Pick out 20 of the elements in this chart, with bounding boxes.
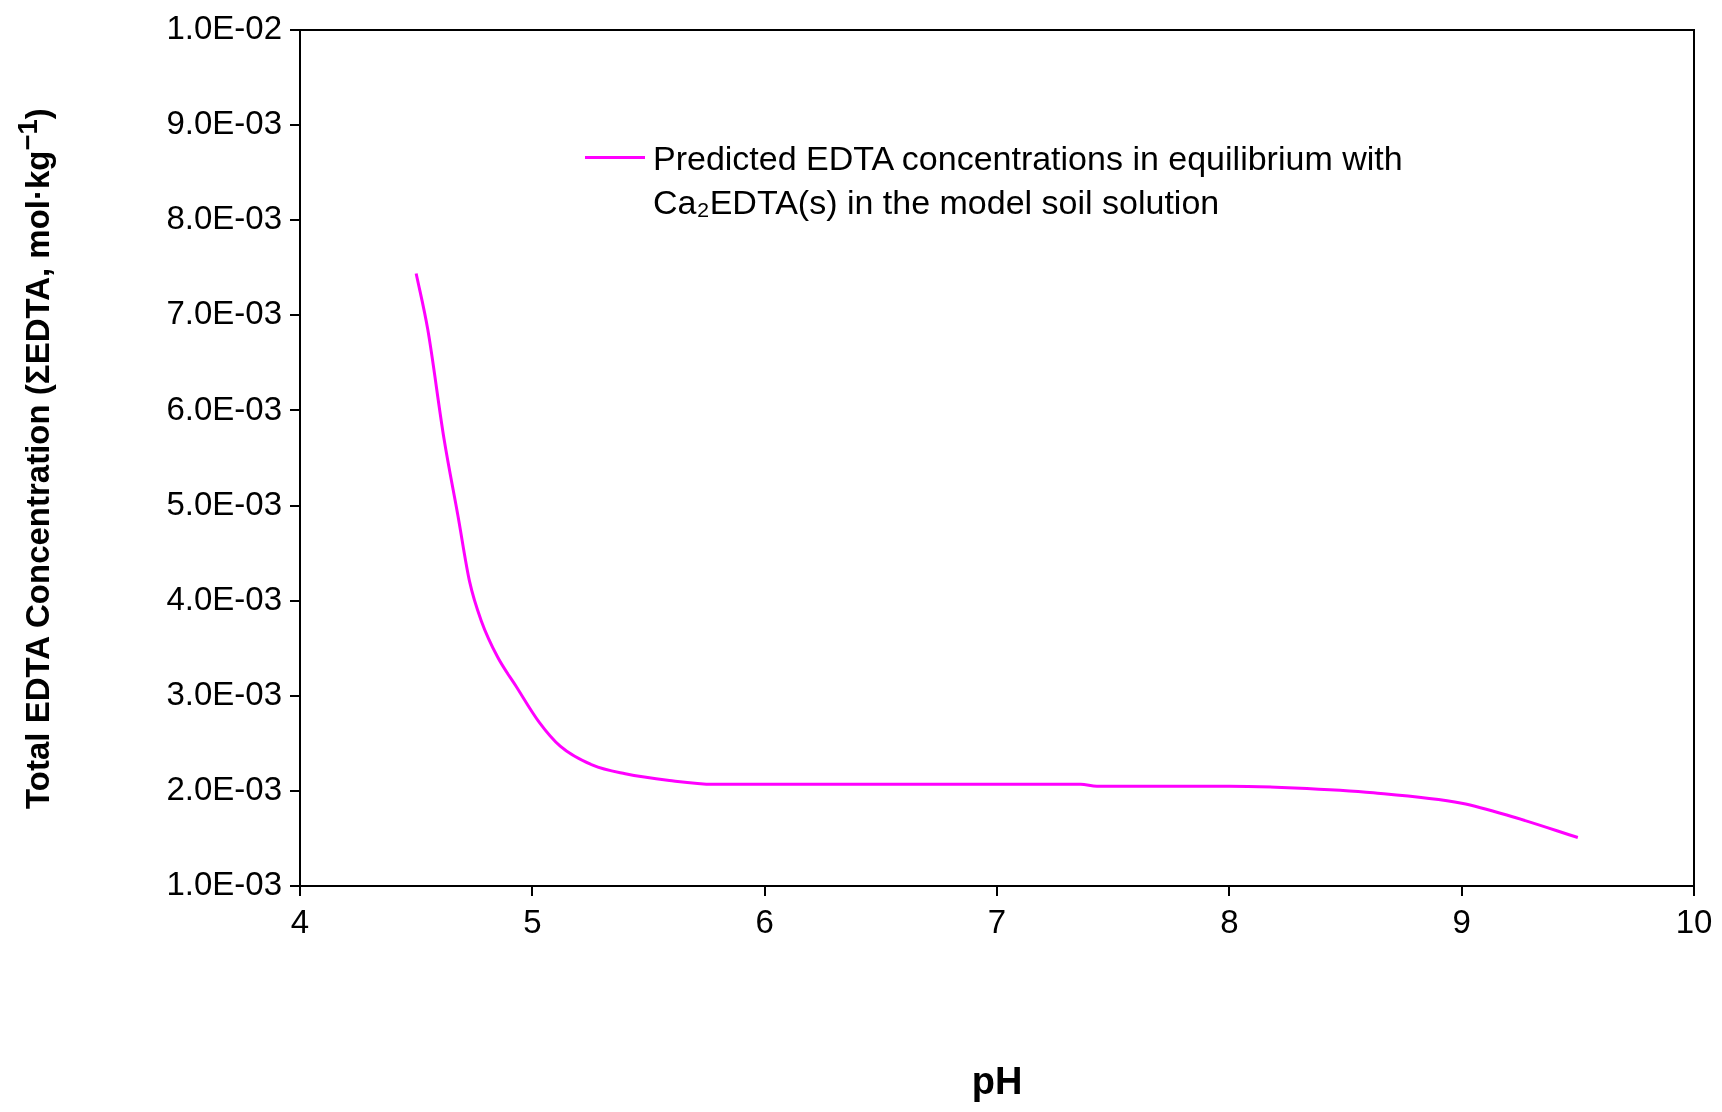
x-tick-label: 9 bbox=[1452, 902, 1471, 940]
x-tick-label: 6 bbox=[755, 902, 774, 940]
y-tick-label: 6.0E-03 bbox=[166, 389, 282, 427]
y-tick-label: 9.0E-03 bbox=[166, 104, 282, 142]
x-tick-label: 10 bbox=[1675, 902, 1713, 940]
y-tick-label: 2.0E-03 bbox=[166, 769, 282, 807]
y-tick-label: 7.0E-03 bbox=[166, 294, 282, 332]
line-series bbox=[414, 271, 1580, 839]
x-tick-label: 5 bbox=[523, 902, 542, 940]
y-tick-label: 3.0E-03 bbox=[166, 674, 282, 712]
x-tick-label: 4 bbox=[290, 902, 310, 940]
y-tick-label: 1.0E-03 bbox=[166, 865, 282, 903]
x-axis-title: pH bbox=[970, 1060, 1024, 1103]
y-tick-label: 4.0E-03 bbox=[166, 579, 282, 617]
y-tick-label: 5.0E-03 bbox=[166, 484, 282, 522]
y-tick-label: 1.0E-02 bbox=[166, 9, 282, 47]
x-tick-label: 7 bbox=[987, 902, 1007, 940]
x-tick-label: 8 bbox=[1220, 902, 1239, 940]
legend-label: Predicted EDTA concentrations in equilibrium with Ca₂EDTA(s) in the model soil solution bbox=[653, 138, 1404, 223]
y-tick-label: 8.0E-03 bbox=[166, 199, 282, 237]
